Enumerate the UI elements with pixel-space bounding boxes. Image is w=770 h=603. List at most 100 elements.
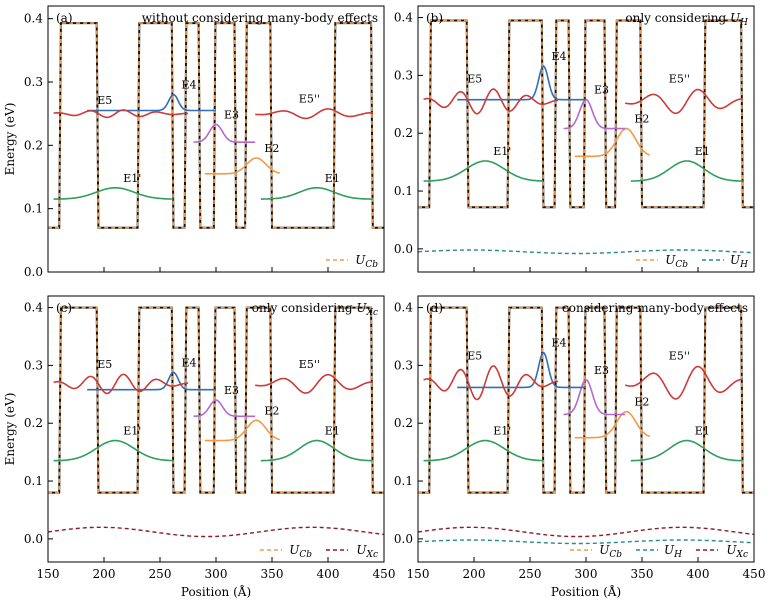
- state-line-E3: [563, 98, 626, 130]
- state-label: E1: [695, 145, 710, 158]
- state-label: E5'': [299, 358, 320, 371]
- state-label: E5: [467, 73, 482, 86]
- state-label: E4: [181, 356, 196, 369]
- x-tick-label: 250: [149, 567, 172, 581]
- state-label: E1: [695, 425, 710, 438]
- plot-area: [48, 306, 384, 538]
- state-line-E5pp: [255, 373, 373, 394]
- state-line-E1: [260, 187, 373, 200]
- state-line-E3: [193, 399, 256, 418]
- y-tick-label: 0.3: [24, 75, 43, 89]
- panel-d: E1' E1 E2 E3 E4 E5 E5'' 0.0 0.1 0.2 0.3 0.4 150 200 25…: [394, 295, 766, 581]
- state-label: E5: [467, 349, 482, 362]
- panel-a: E1' E1 E2 E3 E4 E5 E5'' 0.0 0.1 0.2 0.3 0.4 (a) witho…: [3, 5, 385, 279]
- y-axis-label: Energy (eV): [3, 103, 17, 176]
- state-label: E1': [493, 145, 511, 158]
- y-tick-label: 0.0: [24, 265, 43, 279]
- state-label: E5'': [299, 93, 320, 106]
- legend-label: UCb: [355, 253, 378, 270]
- state-line-E5: [423, 88, 558, 115]
- panel-b: E1' E1 E2 E3 E4 E5 E5'' 0.0 0.1 0.2 0.3 0.4 (b) only …: [394, 5, 755, 273]
- potential-ucb-line: [418, 306, 754, 494]
- x-axis-label: Position (Å): [181, 584, 251, 599]
- panel-title: considering many-body effects: [562, 301, 748, 315]
- y-tick-label: 0.0: [394, 242, 413, 256]
- legend-label: UH: [664, 543, 682, 560]
- state-line-E1p: [423, 439, 544, 462]
- legend-label: UH: [730, 253, 748, 270]
- state-line-E2: [204, 157, 280, 175]
- plot-area: [48, 22, 384, 229]
- y-tick-label: 0.4: [24, 12, 43, 26]
- plot-area: [418, 306, 754, 545]
- panel-c: E1' E1 E2 E3 E4 E5 E5'' 0.0 0.1 0.2 0.3 0.4 150 200 25…: [3, 295, 395, 581]
- legend-label: UCb: [599, 543, 622, 560]
- state-line-E5: [53, 109, 188, 119]
- x-tick-label: 150: [37, 567, 60, 581]
- state-line-E5: [53, 373, 188, 395]
- y-axis-label: Energy (eV): [3, 393, 17, 466]
- x-tick-label: 250: [519, 567, 542, 581]
- extra-line-U_H: [418, 249, 754, 255]
- extra-line-U_H: [418, 539, 754, 545]
- y-tick-label: 0.2: [394, 126, 413, 140]
- state-label: E1': [493, 425, 511, 438]
- state-line-E4: [87, 93, 216, 112]
- y-tick-label: 0.2: [394, 416, 413, 430]
- state-label: E1': [123, 172, 141, 185]
- state-line-E1: [630, 439, 743, 462]
- x-tick-label: 150: [407, 567, 430, 581]
- state-line-E2: [574, 127, 650, 158]
- state-line-E4: [457, 65, 586, 101]
- state-line-E4: [87, 371, 216, 391]
- state-line-E1p: [53, 187, 174, 200]
- y-tick-label: 0.3: [394, 358, 413, 372]
- y-tick-label: 0.3: [394, 68, 413, 82]
- state-line-E4: [457, 351, 586, 389]
- y-tick-label: 0.0: [24, 532, 43, 546]
- plot-area: [418, 19, 754, 255]
- state-label: E3: [224, 384, 239, 397]
- state-label: E5: [97, 358, 112, 371]
- state-line-E1: [260, 439, 373, 462]
- state-label: E1: [325, 425, 340, 438]
- x-tick-label: 200: [93, 567, 116, 581]
- y-tick-label: 0.2: [24, 138, 43, 152]
- state-line-E3: [563, 378, 626, 416]
- panel-title: only considering UH: [625, 11, 748, 28]
- state-label: E4: [181, 79, 196, 92]
- state-line-E3: [193, 123, 256, 143]
- x-tick-label: 450: [743, 567, 766, 581]
- state-label: E2: [264, 404, 279, 417]
- x-tick-label: 350: [261, 567, 284, 581]
- state-label: E3: [224, 108, 239, 121]
- state-label: E2: [634, 113, 649, 126]
- state-label: E5'': [669, 349, 690, 362]
- panel-letter: (a): [56, 11, 73, 25]
- state-line-E5: [423, 365, 559, 401]
- legend-label: UCb: [289, 543, 312, 560]
- y-tick-label: 0.1: [24, 474, 43, 488]
- x-tick-label: 350: [631, 567, 654, 581]
- state-label: E5'': [669, 73, 690, 86]
- extra-line-U_Xc: [418, 526, 754, 538]
- state-label: E1: [325, 172, 340, 185]
- state-label: E3: [594, 84, 609, 97]
- state-label: E2: [264, 142, 279, 155]
- y-tick-label: 0.4: [24, 301, 43, 315]
- potential-ucb-line: [418, 19, 754, 208]
- state-line-E5pp: [255, 108, 373, 120]
- state-label: E3: [594, 364, 609, 377]
- state-line-E5pp: [624, 88, 743, 115]
- potential-ucb-line: [48, 22, 384, 229]
- panel-letter: (d): [426, 301, 443, 315]
- panel-title: without considering many-body effects: [142, 11, 378, 25]
- state-line-E5pp: [624, 365, 743, 400]
- y-tick-label: 0.4: [394, 301, 413, 315]
- x-tick-label: 200: [463, 567, 486, 581]
- panel-letter: (b): [426, 11, 443, 25]
- y-tick-label: 0.4: [394, 11, 413, 25]
- state-label: E2: [634, 396, 649, 409]
- x-axis-label: Position (Å): [551, 584, 621, 599]
